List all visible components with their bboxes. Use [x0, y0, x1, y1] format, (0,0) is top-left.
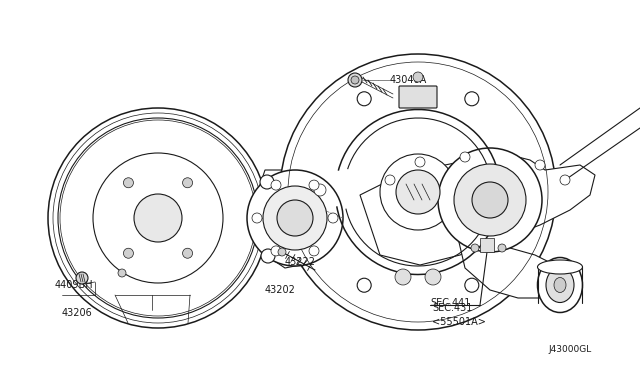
Circle shape	[314, 184, 326, 196]
Circle shape	[348, 73, 362, 87]
Circle shape	[460, 152, 470, 162]
Polygon shape	[360, 155, 595, 265]
Circle shape	[124, 178, 133, 188]
Text: <55501A>: <55501A>	[432, 317, 486, 327]
Circle shape	[263, 186, 327, 250]
Circle shape	[351, 76, 359, 84]
Text: 43202: 43202	[265, 285, 296, 295]
Circle shape	[465, 92, 479, 106]
Circle shape	[357, 278, 371, 292]
Circle shape	[280, 54, 556, 330]
Ellipse shape	[538, 260, 582, 274]
Text: J43000GL: J43000GL	[548, 346, 591, 355]
Ellipse shape	[554, 278, 566, 292]
Text: 43206: 43206	[62, 308, 93, 318]
Text: SEC.441: SEC.441	[430, 298, 470, 308]
Circle shape	[93, 153, 223, 283]
Circle shape	[124, 248, 133, 258]
Circle shape	[465, 278, 479, 292]
Circle shape	[395, 269, 411, 285]
Bar	[480, 238, 494, 252]
Circle shape	[247, 170, 343, 266]
FancyBboxPatch shape	[399, 86, 437, 108]
Circle shape	[309, 180, 319, 190]
Circle shape	[438, 148, 542, 252]
Circle shape	[261, 249, 275, 263]
Circle shape	[385, 175, 395, 185]
Circle shape	[560, 175, 570, 185]
Circle shape	[260, 175, 274, 189]
Polygon shape	[455, 225, 560, 298]
Circle shape	[278, 248, 286, 256]
Circle shape	[277, 200, 313, 236]
Circle shape	[425, 269, 441, 285]
Circle shape	[309, 246, 319, 256]
Circle shape	[396, 170, 440, 214]
Circle shape	[498, 244, 506, 252]
Circle shape	[380, 154, 456, 230]
Circle shape	[182, 248, 193, 258]
Text: 43222: 43222	[285, 257, 316, 267]
Text: 4409BH: 4409BH	[55, 280, 93, 290]
Circle shape	[454, 164, 526, 236]
Circle shape	[134, 194, 182, 242]
Text: SEC.431: SEC.431	[432, 303, 472, 313]
Text: 43040A: 43040A	[390, 75, 428, 85]
Circle shape	[76, 272, 88, 284]
Polygon shape	[260, 170, 330, 268]
Circle shape	[271, 180, 281, 190]
Circle shape	[472, 182, 508, 218]
Circle shape	[182, 178, 193, 188]
Ellipse shape	[538, 257, 582, 312]
Circle shape	[118, 269, 126, 277]
Circle shape	[328, 213, 338, 223]
Circle shape	[252, 213, 262, 223]
Circle shape	[357, 92, 371, 106]
Circle shape	[535, 160, 545, 170]
Circle shape	[415, 157, 425, 167]
Circle shape	[271, 246, 281, 256]
Circle shape	[48, 108, 268, 328]
Circle shape	[471, 244, 479, 252]
Circle shape	[413, 72, 423, 82]
Ellipse shape	[546, 267, 574, 302]
